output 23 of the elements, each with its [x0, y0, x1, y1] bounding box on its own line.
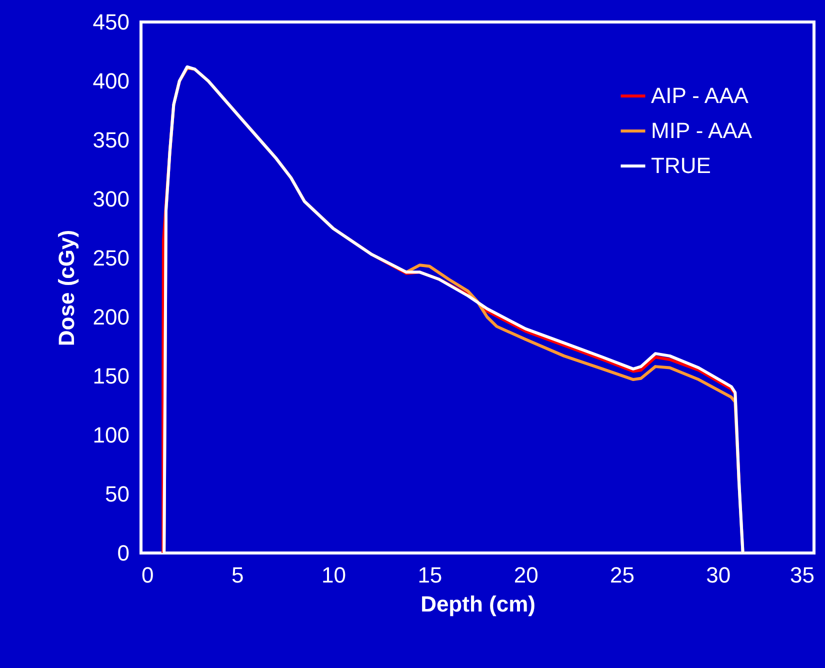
y-tick-label: 250	[92, 246, 130, 270]
x-axis-title: Depth (cm)	[420, 592, 536, 616]
y-tick-label: 400	[92, 68, 130, 94]
x-tick-label: 20	[514, 562, 538, 588]
x-tick-label: 10	[322, 562, 346, 588]
legend-label: AIP - AAA	[651, 83, 749, 108]
x-tick-label: 25	[610, 562, 634, 588]
x-tick-label: 0	[142, 562, 154, 588]
y-tick-label: 300	[92, 186, 130, 212]
x-tick-label: 5	[232, 562, 244, 588]
x-tick-label: 30	[706, 562, 731, 588]
y-tick-label: 0	[117, 540, 130, 566]
y-tick-label: 100	[92, 422, 130, 448]
x-tick-label: 15	[418, 562, 442, 588]
x-tick-label: 35	[790, 562, 814, 588]
y-tick-label: 200	[92, 304, 130, 330]
y-axis-title: Dose (cGy)	[54, 230, 79, 346]
legend-label: TRUE	[651, 153, 711, 178]
y-tick-label: 350	[92, 128, 130, 152]
y-tick-label: 50	[105, 482, 130, 506]
y-tick-label: 150	[92, 364, 130, 388]
legend-label: MIP - AAA	[651, 118, 752, 143]
y-tick-label: 450	[92, 10, 130, 34]
